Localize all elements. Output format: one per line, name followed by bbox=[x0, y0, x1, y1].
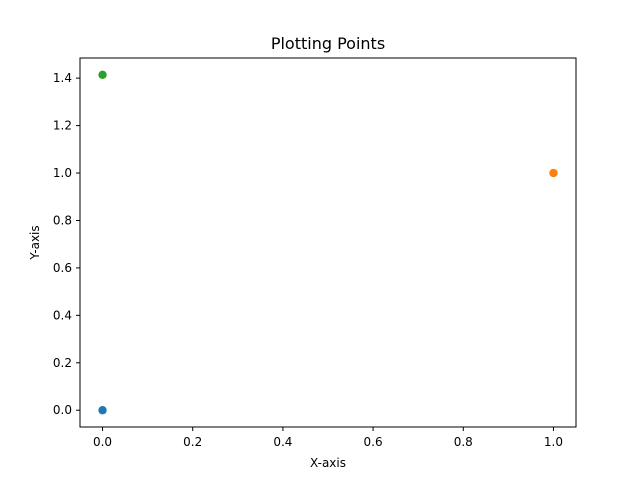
x-tick-label: 0.2 bbox=[183, 435, 202, 449]
data-points bbox=[98, 70, 558, 415]
x-tick-label: 0.6 bbox=[364, 435, 383, 449]
y-tick-label: 0.4 bbox=[53, 308, 72, 322]
data-point bbox=[98, 406, 107, 415]
x-axis-label: X-axis bbox=[310, 456, 346, 470]
y-tick-label: 0.6 bbox=[53, 261, 72, 275]
x-axis-ticks: 0.0 0.2 0.4 0.6 0.8 1.0 bbox=[93, 427, 563, 449]
plot-frame bbox=[79, 57, 577, 428]
y-tick-label: 0.0 bbox=[53, 403, 72, 417]
y-tick-label: 0.8 bbox=[53, 213, 72, 227]
y-axis-label: Y-axis bbox=[28, 225, 42, 260]
x-tick-label: 0.8 bbox=[454, 435, 473, 449]
x-tick-label: 0.4 bbox=[273, 435, 292, 449]
y-tick-label: 1.2 bbox=[53, 119, 72, 133]
y-tick-label: 1.0 bbox=[53, 166, 72, 180]
y-axis-ticks: 0.0 0.2 0.4 0.6 0.8 1.0 1.2 1.4 bbox=[53, 71, 80, 417]
chart-title: Plotting Points bbox=[271, 34, 385, 53]
y-tick-label: 1.4 bbox=[53, 71, 72, 85]
x-tick-label: 1.0 bbox=[544, 435, 563, 449]
x-tick-label: 0.0 bbox=[93, 435, 112, 449]
data-point bbox=[549, 168, 558, 178]
data-point bbox=[98, 70, 107, 80]
y-tick-label: 0.2 bbox=[53, 356, 72, 370]
